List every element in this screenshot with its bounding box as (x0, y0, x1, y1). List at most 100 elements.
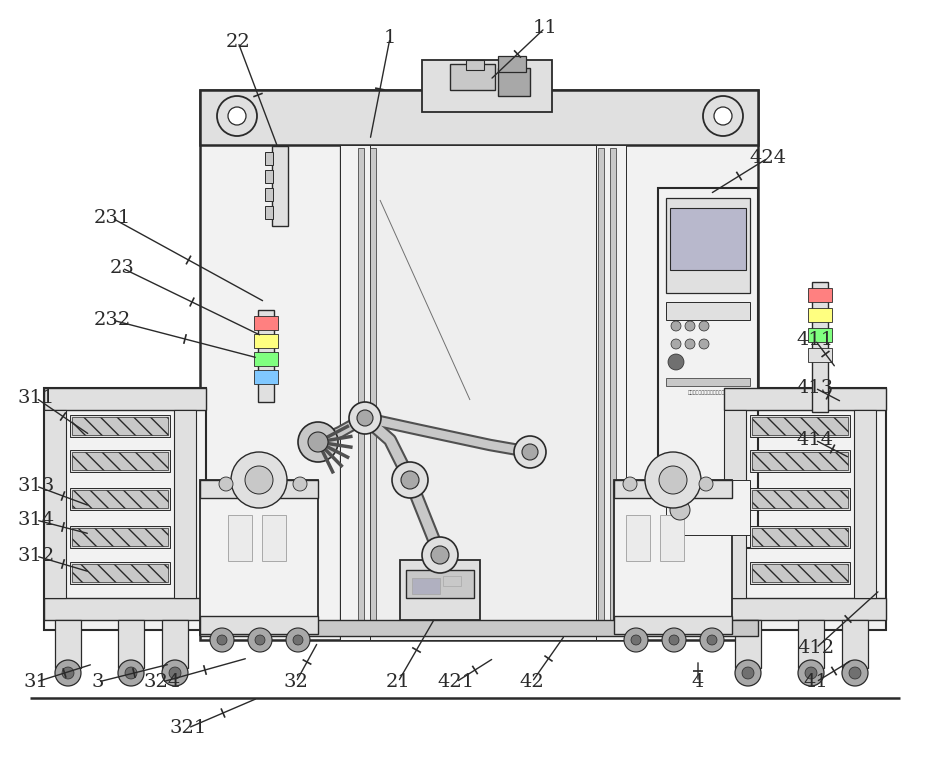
Bar (265, 188, 273, 201)
Circle shape (298, 422, 338, 462)
Bar (598, 148, 604, 636)
Bar (842, 620, 868, 668)
Bar (752, 417, 848, 435)
Bar (254, 352, 278, 366)
Bar (752, 490, 848, 508)
Circle shape (659, 466, 687, 494)
Circle shape (255, 635, 265, 645)
Bar (400, 560, 480, 620)
Circle shape (245, 466, 273, 494)
Bar (70, 562, 170, 584)
Bar (72, 417, 168, 435)
Bar (466, 60, 484, 70)
Circle shape (805, 667, 817, 679)
Bar (200, 480, 318, 498)
Text: 11: 11 (533, 19, 557, 37)
Bar (658, 188, 758, 548)
Bar (724, 388, 886, 410)
Circle shape (219, 477, 233, 491)
Bar (666, 302, 750, 320)
Circle shape (293, 635, 303, 645)
Bar (660, 515, 684, 561)
Bar (412, 578, 440, 594)
Bar (44, 598, 206, 620)
Bar (798, 620, 824, 668)
Bar (450, 64, 495, 90)
Circle shape (668, 354, 684, 370)
Circle shape (699, 339, 709, 349)
Bar (340, 145, 370, 640)
Bar (443, 576, 461, 586)
Bar (72, 528, 168, 546)
Bar (55, 620, 81, 668)
Bar (254, 370, 278, 384)
Bar (750, 450, 850, 472)
Bar (254, 316, 278, 330)
Bar (752, 528, 848, 546)
Circle shape (169, 667, 181, 679)
Circle shape (118, 660, 144, 686)
Circle shape (210, 628, 234, 652)
Bar (808, 288, 832, 302)
Text: 41: 41 (804, 673, 829, 691)
Bar (44, 388, 206, 410)
Bar (808, 308, 832, 322)
Text: 414: 414 (796, 431, 833, 449)
Circle shape (217, 635, 227, 645)
Bar (200, 90, 758, 640)
Bar (406, 570, 474, 598)
Text: 421: 421 (437, 673, 474, 691)
Bar (614, 480, 732, 498)
Bar (265, 152, 273, 165)
Circle shape (431, 546, 449, 564)
Circle shape (703, 96, 743, 136)
Circle shape (401, 471, 419, 489)
Bar (262, 515, 286, 561)
Circle shape (671, 321, 681, 331)
Text: 232: 232 (93, 311, 130, 329)
Text: 314: 314 (18, 511, 55, 529)
Circle shape (742, 667, 754, 679)
Bar (254, 334, 278, 348)
Text: 42: 42 (520, 673, 544, 691)
Bar (70, 526, 170, 548)
Bar (666, 198, 750, 293)
Circle shape (349, 402, 381, 434)
Text: 231: 231 (93, 209, 130, 227)
Bar (750, 562, 850, 584)
Bar (498, 56, 526, 72)
Text: 311: 311 (18, 389, 55, 407)
Bar (812, 282, 828, 412)
Bar (724, 410, 746, 598)
Circle shape (392, 462, 428, 498)
Bar (666, 480, 750, 535)
Circle shape (685, 339, 695, 349)
Text: 412: 412 (797, 639, 834, 657)
Bar (200, 616, 318, 634)
Text: 413: 413 (796, 379, 833, 397)
Bar (265, 206, 273, 219)
Bar (70, 415, 170, 437)
Circle shape (293, 477, 307, 491)
Bar (200, 90, 758, 145)
Bar (724, 388, 886, 630)
Bar (596, 145, 626, 640)
Bar (72, 564, 168, 582)
Text: 22: 22 (226, 33, 250, 51)
Bar (750, 415, 850, 437)
Circle shape (623, 477, 637, 491)
Circle shape (522, 444, 538, 460)
Text: 411: 411 (796, 331, 833, 349)
Bar (666, 378, 750, 386)
Circle shape (849, 667, 861, 679)
Bar (735, 620, 761, 668)
Bar (724, 598, 886, 620)
Bar (854, 410, 876, 598)
Text: 312: 312 (18, 547, 55, 565)
Circle shape (671, 339, 681, 349)
Circle shape (714, 107, 732, 125)
Circle shape (842, 660, 868, 686)
Bar (498, 68, 530, 96)
Text: 32: 32 (284, 673, 309, 691)
Bar (358, 148, 364, 636)
